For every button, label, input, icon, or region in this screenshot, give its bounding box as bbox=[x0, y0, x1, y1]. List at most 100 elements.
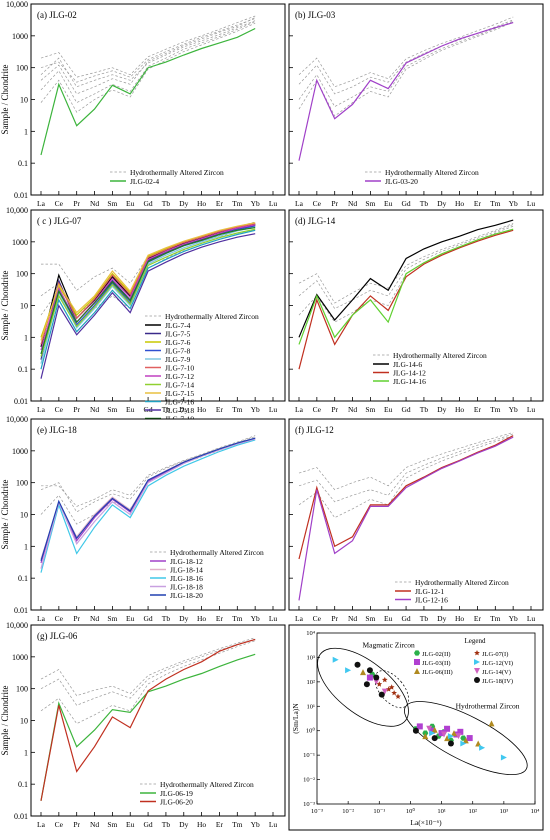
scatter-point bbox=[373, 674, 380, 681]
y-tick-label: 10 bbox=[20, 96, 28, 105]
x-tick-label: 10⁻² bbox=[342, 808, 354, 815]
x-tick-label: Ce bbox=[313, 199, 322, 208]
legend-marker bbox=[474, 650, 480, 656]
scatter-point bbox=[488, 720, 495, 727]
x-tick-label: Nd bbox=[348, 405, 357, 414]
legend-label: JLG-7-6 bbox=[165, 338, 191, 347]
x-tick-label: Er bbox=[474, 199, 482, 208]
x-tick-label: La bbox=[37, 405, 46, 414]
x-tick-label: Sm bbox=[365, 405, 375, 414]
scatter-point bbox=[332, 656, 339, 663]
x-tick-label: Eu bbox=[126, 405, 135, 414]
y-tick-label: 0.01 bbox=[14, 397, 28, 406]
panel-title: (b) JLG-03 bbox=[295, 10, 336, 20]
y-tick-label: 1 bbox=[24, 542, 28, 551]
x-tick-label: Sm bbox=[107, 199, 117, 208]
legend-label: JLG-18-18 bbox=[170, 583, 203, 592]
series-line bbox=[40, 233, 256, 379]
legend-label: JLG-7-18 bbox=[165, 406, 194, 415]
legend: Hydrothermally Altered ZirconJLG-12-1JLG… bbox=[395, 578, 509, 605]
scatter-point bbox=[451, 730, 457, 737]
y-tick-label: 10⁰ bbox=[306, 727, 316, 735]
scatter-point bbox=[373, 678, 380, 685]
legend-label: JLG-14-12 bbox=[393, 369, 426, 378]
legend-label: JLG-7-4 bbox=[165, 321, 191, 330]
x-tick-label: Pr bbox=[331, 614, 338, 623]
scatter-point bbox=[444, 735, 451, 742]
scatter-point bbox=[429, 727, 436, 734]
reference-series-line bbox=[298, 224, 514, 310]
legend-label-reference: Hydrothermally Altered Zircon bbox=[385, 168, 479, 177]
x-tick-label: La bbox=[37, 820, 46, 829]
panel-frame bbox=[288, 3, 544, 196]
legend-label: JLG-14-16 bbox=[393, 377, 426, 386]
y-axis-label: Sample / Chondrite bbox=[0, 480, 10, 550]
series-line bbox=[298, 228, 514, 345]
x-tick-label: Tm bbox=[490, 199, 501, 208]
x-tick-label: Tb bbox=[420, 199, 429, 208]
legend-marker bbox=[414, 650, 420, 656]
x-tick-label: Gd bbox=[401, 614, 410, 623]
legend-label: JLG-02(II) bbox=[422, 651, 451, 658]
panel-title: (a) JLG-02 bbox=[37, 10, 77, 20]
legend-label: JLG-07(I) bbox=[482, 651, 508, 658]
reference-series-line bbox=[40, 15, 256, 78]
x-tick-label: Ho bbox=[197, 820, 206, 829]
x-tick-label: Ho bbox=[455, 614, 464, 623]
series-line bbox=[40, 439, 256, 573]
panel-d: La Ce Pr Nd Sm Eu Gd Tb Dy Ho Er Tm Yb Lu (d) JLG-14 Hy… bbox=[288, 209, 544, 414]
x-tick-label: Eu bbox=[384, 405, 393, 414]
x-tick-label: Ce bbox=[55, 199, 64, 208]
scatter-point bbox=[431, 735, 438, 742]
x-tick-label: Tb bbox=[162, 199, 171, 208]
scatter-point bbox=[444, 725, 451, 732]
x-tick-label: 10⁴ bbox=[531, 808, 541, 815]
y-tick-label: 10⁴ bbox=[306, 630, 316, 637]
x-tick-label: Pr bbox=[73, 199, 80, 208]
scatter-point bbox=[378, 691, 385, 698]
x-tick-label: Tm bbox=[232, 199, 243, 208]
reference-series-line bbox=[40, 22, 256, 113]
scatter-point bbox=[381, 688, 388, 695]
scatter-point bbox=[360, 669, 366, 676]
y-tick-label: 0.1 bbox=[18, 159, 28, 168]
scatter-point bbox=[366, 674, 373, 681]
legend: Hydrothermally Altered ZirconJLG-14-6JLG… bbox=[373, 351, 487, 386]
x-tick-label: Gd bbox=[143, 820, 152, 829]
x-tick-label: La bbox=[295, 614, 304, 623]
x-tick-label: Nd bbox=[90, 405, 99, 414]
legend-title: Legend bbox=[465, 637, 486, 645]
legend-label: JLG-12-16 bbox=[415, 596, 448, 605]
legend: Legend JLG-02(II) JLG-03(II) JLG-06(III) JLG… bbox=[414, 637, 513, 685]
legend-label: JLG-7-9 bbox=[165, 355, 191, 364]
y-tick-label: 1 bbox=[24, 127, 28, 136]
y-axis-label: Sample / Chondrite bbox=[0, 686, 10, 756]
y-tick-label: 0.01 bbox=[14, 812, 28, 821]
x-tick-label: Nd bbox=[348, 614, 357, 623]
scatter-point bbox=[447, 733, 454, 740]
scatter-point bbox=[388, 684, 395, 690]
x-tick-label: 10⁰ bbox=[406, 807, 416, 815]
x-tick-label: Sm bbox=[365, 614, 375, 623]
x-tick-label: Lu bbox=[527, 405, 536, 414]
panel-b: La Ce Pr Nd Sm Eu Gd Tb Dy Ho Er Tm Yb Lu (b) JLG-03 Hy… bbox=[288, 3, 544, 208]
reference-series-line bbox=[41, 435, 256, 507]
legend: Hydrothermally Altered ZirconJLG-18-12JL… bbox=[150, 548, 264, 600]
x-tick-label: Ce bbox=[55, 820, 64, 829]
scatter-point bbox=[475, 740, 482, 747]
x-tick-label: Yb bbox=[251, 614, 260, 623]
scatter-point bbox=[376, 681, 383, 687]
legend-label: JLG-18-16 bbox=[170, 574, 203, 583]
x-tick-label: Tm bbox=[232, 820, 243, 829]
legend-label: JLG-18-20 bbox=[170, 591, 203, 600]
legend-label: JLG-7-16 bbox=[165, 398, 194, 407]
y-tick-label: 1000 bbox=[12, 238, 28, 247]
x-tick-label: Er bbox=[474, 614, 482, 623]
scatter-point bbox=[345, 667, 352, 674]
panel-frame bbox=[30, 3, 286, 196]
jlg07-field bbox=[374, 670, 409, 709]
scatter-point bbox=[441, 731, 447, 738]
x-tick-label: Ho bbox=[197, 199, 206, 208]
y-tick-label: 10⁻³ bbox=[303, 801, 315, 808]
